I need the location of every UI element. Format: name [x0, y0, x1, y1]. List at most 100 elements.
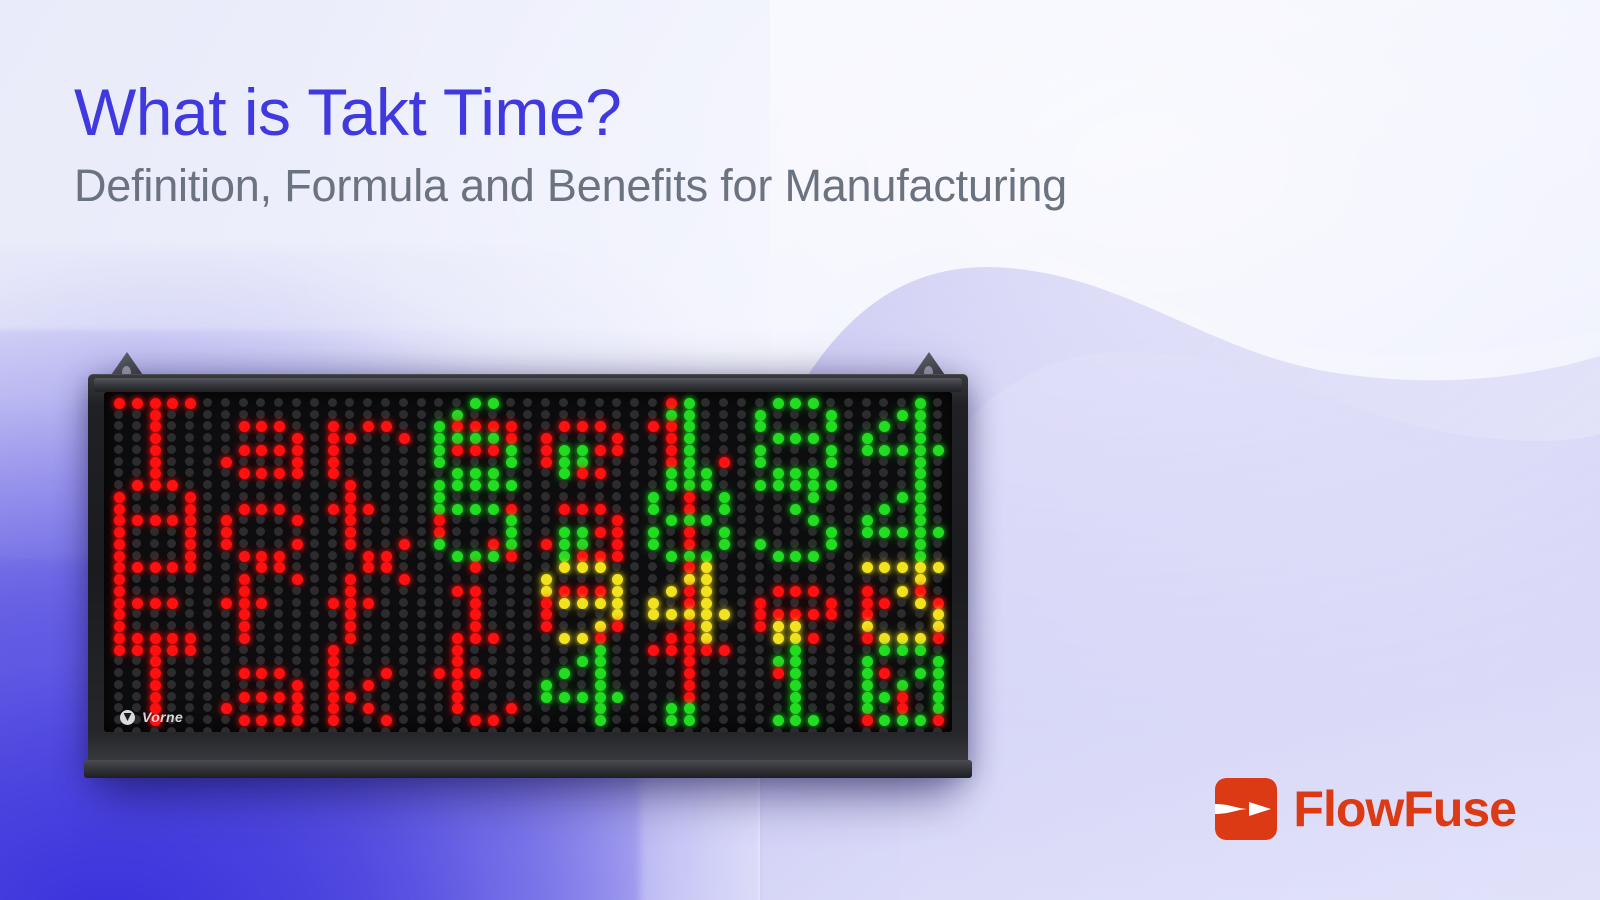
led-dot: [559, 574, 568, 583]
led-dot: [221, 633, 230, 642]
led-dot: [381, 680, 390, 689]
led-dot: [755, 562, 764, 571]
led-dot: [150, 645, 161, 656]
led-dot: [381, 598, 390, 607]
led-dot: [844, 457, 853, 466]
led-dot: [897, 551, 906, 560]
led-dot: [790, 574, 799, 583]
led-dot: [345, 645, 354, 654]
led-dot: [701, 539, 710, 548]
led-dot: [470, 668, 481, 679]
led-dot: [630, 621, 639, 630]
led-dot: [790, 492, 799, 501]
led-dot: [523, 421, 532, 430]
led-dot: [595, 598, 606, 609]
led-dot: [612, 692, 623, 703]
led-dot: [167, 433, 176, 442]
led-dot: [381, 539, 390, 548]
led-dot: [826, 645, 835, 654]
led-dot: [737, 645, 746, 654]
led-dot: [808, 598, 817, 607]
led-dot: [417, 656, 426, 665]
led-dot: [755, 480, 766, 491]
led-dot: [559, 504, 570, 515]
led-dot: [345, 457, 354, 466]
led-dot: [221, 492, 230, 501]
led-dot: [292, 692, 303, 703]
led-dot: [328, 703, 339, 714]
led-dot: [399, 515, 408, 524]
led-dot: [239, 715, 250, 726]
led-dot: [719, 609, 730, 620]
led-dot: [523, 586, 532, 595]
led-dot: [755, 633, 764, 642]
led-dot: [684, 492, 695, 503]
led-dot: [434, 692, 443, 701]
led-dot: [933, 539, 942, 548]
led-dot: [915, 445, 926, 456]
led-dot: [559, 586, 570, 597]
led-dot: [506, 692, 515, 701]
led-dot: [256, 504, 267, 515]
led-dot: [523, 680, 532, 689]
led-dot: [417, 468, 426, 477]
led-dot: [132, 539, 141, 548]
led-dot: [719, 410, 728, 419]
led-dot: [256, 656, 265, 665]
led-dot: [915, 527, 926, 538]
led-dot: [506, 727, 515, 732]
led-dot: [274, 633, 283, 642]
led-dot: [452, 727, 461, 732]
led-dot: [559, 621, 568, 630]
led-dot: [612, 715, 621, 724]
led-dot: [239, 457, 248, 466]
led-dot: [630, 410, 639, 419]
led-dot: [844, 586, 853, 595]
led-dot: [737, 609, 746, 618]
led-dot: [933, 433, 942, 442]
led-dot: [790, 703, 801, 714]
led-dot: [844, 609, 853, 618]
flowfuse-logo[interactable]: FlowFuse: [1215, 778, 1517, 840]
led-dot: [150, 527, 159, 536]
led-dot: [167, 445, 176, 454]
led-dot: [328, 586, 337, 595]
led-dot: [132, 727, 141, 732]
led-dot: [310, 668, 319, 677]
led-dot: [737, 621, 746, 630]
led-dot: [345, 433, 356, 444]
led-dot: [844, 504, 853, 513]
led-dot: [221, 562, 230, 571]
led-dot: [862, 715, 873, 726]
led-dot: [203, 680, 212, 689]
led-dot: [292, 609, 301, 618]
led-dot: [381, 645, 390, 654]
led-dot: [559, 703, 568, 712]
led-dot: [381, 410, 390, 419]
led-dot: [150, 680, 161, 691]
led-dot: [345, 727, 354, 732]
led-dot: [612, 445, 623, 456]
led-dot: [773, 692, 782, 701]
led-dot: [132, 609, 141, 618]
led-dot: [239, 668, 250, 679]
led-dot: [239, 527, 248, 536]
led-dot: [239, 703, 248, 712]
led-dot: [239, 551, 250, 562]
led-dot: [808, 527, 817, 536]
led-dot: [541, 621, 552, 632]
led-dot: [790, 680, 801, 691]
led-dot: [648, 703, 657, 712]
led-dot: [648, 480, 657, 489]
led-dot: [399, 692, 408, 701]
led-dot: [381, 692, 390, 701]
led-dot: [808, 645, 817, 654]
led-dot: [595, 527, 606, 538]
led-dot: [203, 410, 212, 419]
led-dot: [559, 398, 568, 407]
led-dot: [523, 398, 532, 407]
led-dot: [755, 445, 766, 456]
led-dot: [132, 504, 141, 513]
led-dot: [897, 692, 908, 703]
led-dot: [239, 492, 248, 501]
